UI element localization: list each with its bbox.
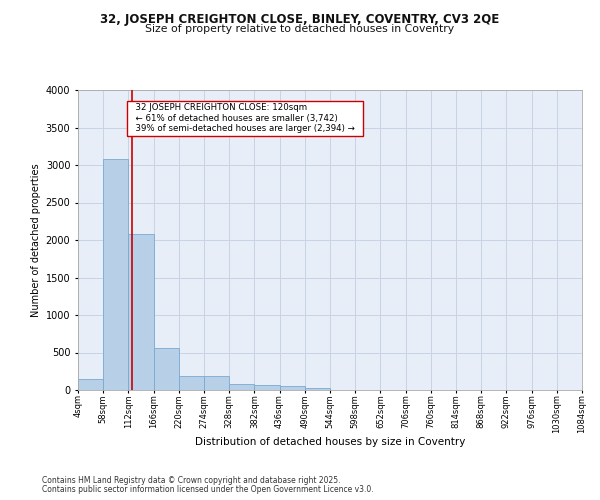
Bar <box>229 384 254 390</box>
Text: Contains public sector information licensed under the Open Government Licence v3: Contains public sector information licen… <box>42 485 374 494</box>
Bar <box>254 385 280 390</box>
Bar <box>204 376 229 390</box>
Bar <box>78 379 103 390</box>
Text: Contains HM Land Registry data © Crown copyright and database right 2025.: Contains HM Land Registry data © Crown c… <box>42 476 341 485</box>
Bar <box>154 348 179 390</box>
Text: Size of property relative to detached houses in Coventry: Size of property relative to detached ho… <box>145 24 455 34</box>
Bar <box>179 376 204 390</box>
Y-axis label: Number of detached properties: Number of detached properties <box>31 163 41 317</box>
Bar <box>305 388 330 390</box>
X-axis label: Distribution of detached houses by size in Coventry: Distribution of detached houses by size … <box>195 438 465 448</box>
Bar <box>280 386 305 390</box>
Bar <box>128 234 154 390</box>
Text: 32, JOSEPH CREIGHTON CLOSE, BINLEY, COVENTRY, CV3 2QE: 32, JOSEPH CREIGHTON CLOSE, BINLEY, COVE… <box>100 12 500 26</box>
Bar <box>103 159 128 390</box>
Text: 32 JOSEPH CREIGHTON CLOSE: 120sqm  
  ← 61% of detached houses are smaller (3,74: 32 JOSEPH CREIGHTON CLOSE: 120sqm ← 61% … <box>130 104 360 134</box>
